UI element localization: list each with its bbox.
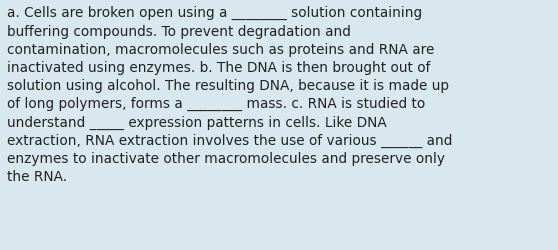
Text: a. Cells are broken open using a ________ solution containing
buffering compound: a. Cells are broken open using a _______… [7, 6, 452, 184]
